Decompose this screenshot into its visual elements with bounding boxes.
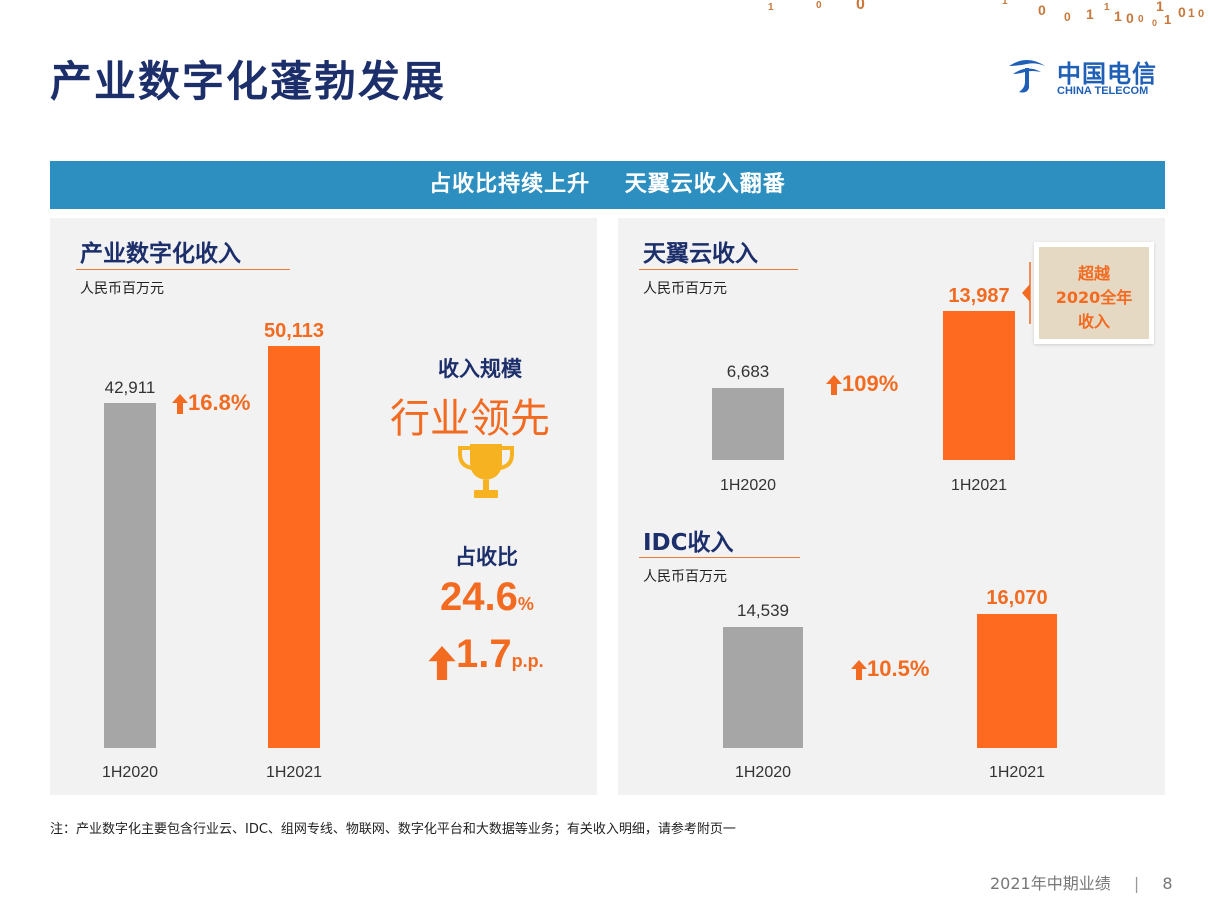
bar-1h2021 — [977, 614, 1057, 748]
ratio-value: 24.6% — [440, 575, 534, 620]
page-number: 8 — [1162, 874, 1173, 893]
title-underline — [76, 269, 290, 270]
footer-title: 2021年中期业绩 — [990, 874, 1111, 893]
trophy-icon — [458, 444, 514, 498]
ratio-change-unit: p.p. — [511, 651, 544, 671]
unit-label: 人民币百万元 — [80, 281, 164, 297]
growth-indicator: 109% — [826, 371, 898, 397]
logo-cn-text: 中国电信 — [1057, 60, 1157, 88]
page-title: 产业数字化蓬勃发展 — [50, 57, 447, 106]
bar-1h2020 — [723, 627, 803, 748]
category-label: 1H2021 — [988, 764, 1046, 781]
deco-digit: 1 — [768, 2, 774, 13]
deco-digit: 1 — [1002, 0, 1008, 7]
footer: 2021年中期业绩 | 8 — [990, 870, 1173, 894]
arrow-up-icon — [428, 645, 456, 680]
ratio-number: 24.6 — [440, 575, 518, 619]
category-label: 1H2021 — [950, 477, 1008, 494]
logo-en-text: CHINA TELECOM — [1057, 85, 1149, 97]
growth-indicator: 10.5% — [851, 656, 929, 682]
bar-1h2021 — [943, 311, 1015, 460]
title-underline — [639, 557, 800, 558]
chart-title-digital-revenue: 产业数字化收入 — [80, 241, 241, 267]
cloud-badge: 超越 2020全年 收入 — [1034, 242, 1154, 344]
deco-digit: 0 — [1152, 18, 1158, 28]
badge-line: 2020全年 — [1055, 288, 1133, 307]
deco-digit: 0 — [1038, 2, 1046, 18]
deco-digit: 1 — [1086, 6, 1094, 22]
data-label: 14,539 — [737, 601, 789, 620]
deco-digit: 0 — [1178, 4, 1186, 20]
chart-title-idc-revenue: IDC收入 — [643, 530, 734, 556]
deco-digit: 1 — [1104, 2, 1110, 13]
arrow-up-icon — [851, 660, 867, 681]
badge-connector — [1022, 262, 1031, 324]
deco-digit: 1 — [1164, 12, 1172, 27]
decorative-digits: 1 0 0 1 0 0 1 1 1 0 0 1 0 1 0 1 0 — [760, 0, 1210, 30]
unit-label: 人民币百万元 — [643, 281, 727, 297]
ratio-unit: % — [517, 594, 534, 614]
badge-line: 超越 — [1077, 264, 1110, 283]
bar-1h2020 — [104, 403, 156, 748]
deco-digit: 1 — [1156, 0, 1164, 14]
unit-label: 人民币百万元 — [643, 569, 727, 585]
footer-divider: | — [1133, 874, 1140, 893]
chart-title-cloud-revenue: 天翼云收入 — [643, 241, 758, 267]
deco-digit: 0 — [816, 0, 822, 11]
deco-digit: 1 — [1188, 6, 1195, 20]
ratio-change-number: 1.7 — [456, 632, 512, 676]
footnote: 注：产业数字化主要包含行业云、IDC、组网专线、物联网、数字化平台和大数据等业务… — [50, 822, 736, 837]
category-label: 1H2020 — [719, 477, 777, 494]
scale-label: 收入规模 — [438, 357, 522, 381]
growth-value: 109% — [842, 371, 899, 396]
scale-value: 行业领先 — [390, 396, 550, 442]
deco-digit: 0 — [1198, 8, 1205, 20]
growth-indicator: 16.8% — [172, 390, 250, 416]
deco-digit: 0 — [1138, 14, 1144, 25]
deco-digit: 0 — [1064, 10, 1071, 24]
deco-digit: 1 — [1114, 8, 1122, 24]
badge-line: 收入 — [1077, 312, 1110, 331]
data-label: 13,987 — [948, 285, 1010, 307]
telecom-logo-icon — [1009, 60, 1045, 93]
data-label: 6,683 — [726, 362, 770, 381]
china-telecom-logo: 中国电信 CHINA TELECOM — [1005, 52, 1175, 100]
category-label: 1H2021 — [265, 764, 323, 781]
title-underline — [639, 269, 798, 270]
data-label: 16,070 — [986, 587, 1048, 609]
deco-digit: 0 — [856, 0, 865, 13]
arrow-up-icon — [172, 394, 188, 415]
growth-value: 10.5% — [867, 656, 930, 681]
arrow-up-icon — [826, 375, 842, 396]
category-label: 1H2020 — [734, 764, 792, 781]
headline-banner: 占收比持续上升 天翼云收入翻番 — [50, 161, 1165, 209]
data-label: 50,113 — [263, 320, 325, 342]
deco-digit: 0 — [1126, 10, 1134, 26]
bar-1h2021 — [268, 346, 320, 748]
data-label: 42,911 — [104, 378, 156, 397]
category-label: 1H2020 — [101, 764, 159, 781]
ratio-label: 占收比 — [455, 545, 518, 569]
ratio-change: 1.7p.p. — [428, 632, 544, 680]
bar-1h2020 — [712, 388, 784, 460]
growth-value: 16.8% — [188, 390, 251, 415]
